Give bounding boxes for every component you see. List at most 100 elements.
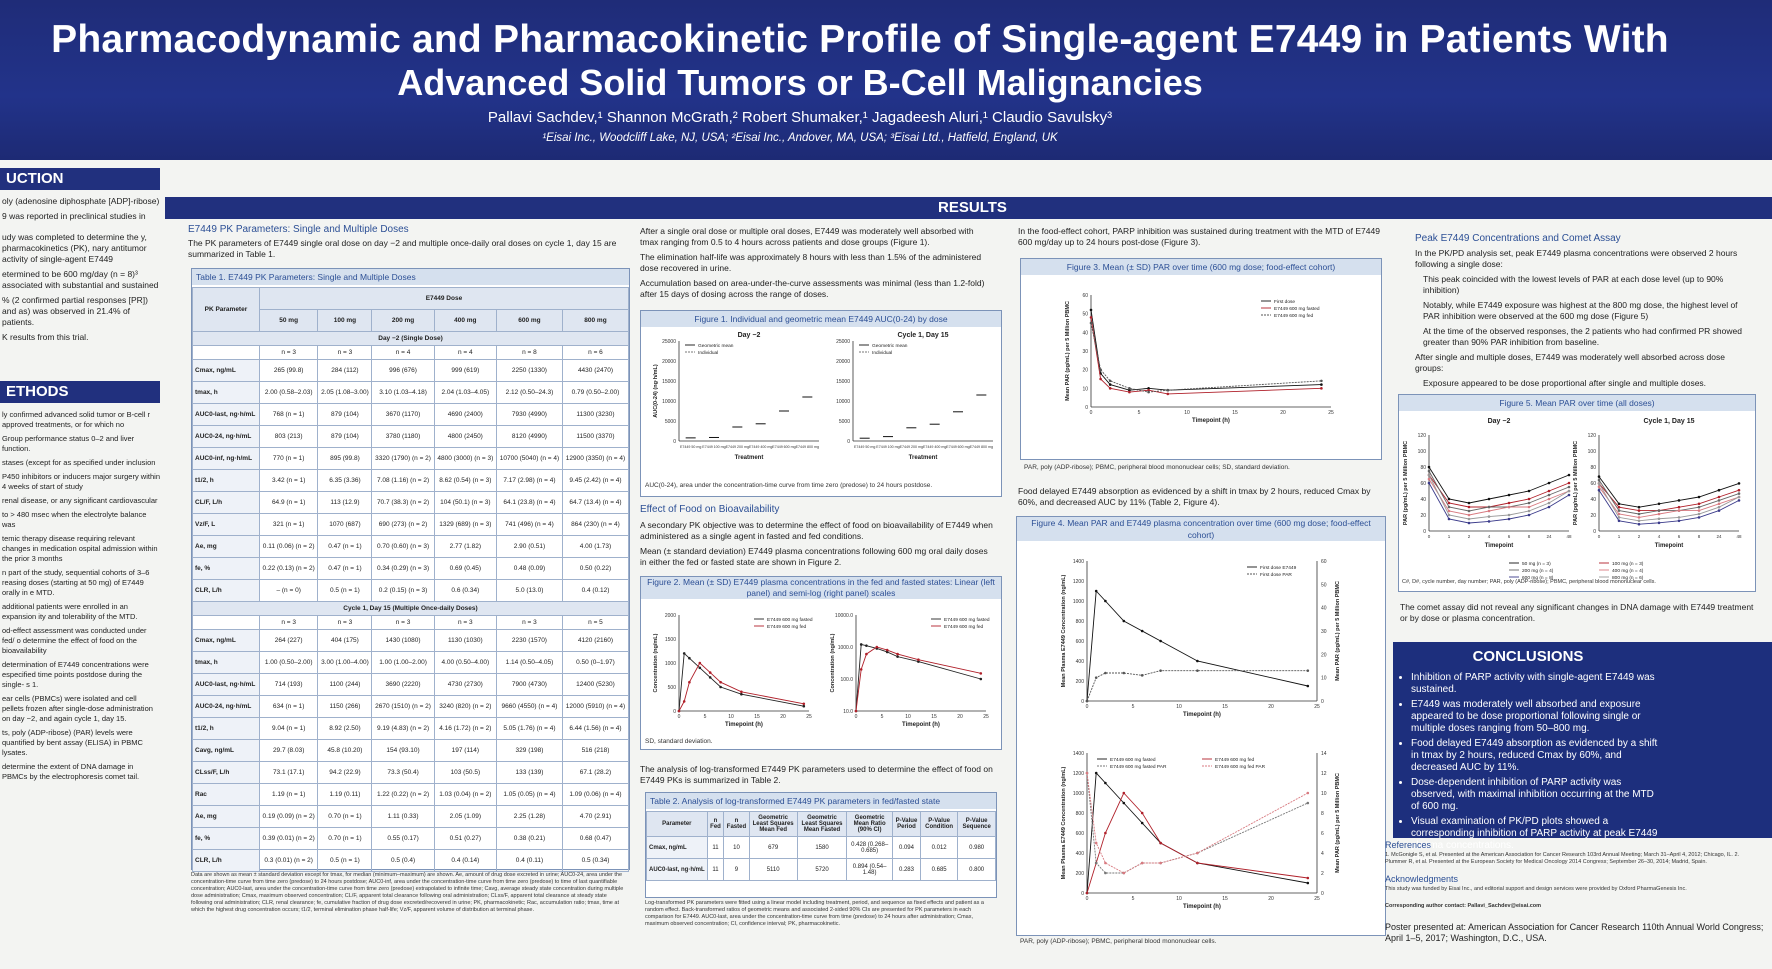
table-row: Cavg, ng/mL 29.7 (8.03) 45.8 (10.20) 154 (9… [192, 739, 630, 762]
figure-1-y-tick-label: 25000 [836, 339, 850, 345]
table-cell: 0.70 (0.60) (n = 3) [371, 535, 435, 558]
bullet: The elimination half-life was approximat… [640, 252, 982, 273]
figure-1-category-label: E7449 800 mg [970, 445, 993, 449]
figure-2-log-data-point [917, 660, 920, 663]
table-cell: n = 3 [258, 345, 319, 360]
bullet: A secondary PK objective was to determin… [640, 520, 993, 541]
figure-4-bottom-x-tick-label: 20 [1268, 896, 1274, 902]
figure-4-top-data-point [1122, 619, 1126, 623]
figure-4-bottom-y-tick-label: 1000 [1073, 791, 1084, 797]
bullet: The analysis of log-transformed E7449 PK… [640, 764, 993, 785]
table-param-cell: Rac [192, 783, 260, 806]
author-list: Pallavi Sachdev,¹ Shannon McGrath,² Robe… [487, 109, 1113, 126]
figure-2-box: Figure 2. Mean (± SD) E7449 plasma conce… [640, 576, 1002, 750]
figure-5-y-tick-label: 100 [1588, 449, 1597, 455]
figure-1-y-tick-label: 25000 [662, 339, 676, 345]
table-2: Parameter n Fed n Fasted Geometric Least Sq… [646, 811, 996, 881]
figure-4-box: Figure 4. Mean PAR and E7449 plasma conc… [1016, 516, 1386, 936]
table-2-header-cell: P-Value Condition [919, 811, 959, 837]
figure-2-data-point [677, 709, 681, 713]
table-2-row: Cmax, ng/mL 11 10 679 1580 0.428 (0.268–0.685… [646, 836, 996, 859]
figure-5-data-point [1657, 502, 1661, 506]
table-band-label: Cycle 1, Day 15 (Multiple Once-daily Dos… [192, 601, 629, 616]
figure-3-series-line [1090, 317, 1322, 395]
table-cell: 3.42 (n = 1) [258, 469, 319, 492]
table-cell: 329 (198) [495, 739, 563, 762]
figure-5-data-point [1617, 519, 1621, 523]
figure-4-bottom-x-tick-label: 25 [1314, 896, 1320, 902]
table-cell: n = 3 [495, 615, 563, 630]
table-cell: 64.9 (n = 1) [258, 491, 319, 514]
figure-3-series-line [1090, 309, 1322, 391]
table-cell: 1.00 (0.50–2.00) [258, 651, 319, 674]
figure-2-log-x-tick-label: 5 [881, 714, 884, 720]
table-cell: 4730 (2730) [433, 673, 497, 696]
figure-3-data-point [1166, 388, 1170, 392]
figure-3-data-point [1128, 387, 1131, 390]
figure-5-data-point [1527, 497, 1531, 501]
methods-line: P450 inhibitors or inducers major surger… [2, 472, 160, 491]
table-row: fe, % 0.22 (0.13) (n = 2) 0.47 (n = 1) 0.34… [192, 557, 630, 580]
figure-5-series-line [1428, 482, 1570, 524]
figure-4-bottom-data-point [1104, 861, 1107, 865]
figure-5-x-tick-label: 1 [1618, 534, 1621, 539]
figure-4-bottom-right-tick-label: 12 [1321, 771, 1327, 777]
figure-5-data-point [1487, 509, 1491, 513]
figure-4-top-data-point [1104, 671, 1107, 675]
table-2-header-cell: n Fasted [723, 811, 750, 837]
figure-2-x-tick-label: 10 [728, 714, 734, 720]
figure-2-x-tick-label: 15 [754, 714, 760, 720]
table-cell: 1430 (1080) [371, 629, 435, 652]
table-2-cell: 0.685 [919, 858, 959, 881]
table-cell: 1150 (266) [317, 695, 373, 718]
table-cell: 12900 (3350) (n = 4) [561, 447, 630, 470]
table-cell: 9.19 (4.83) (n = 2) [371, 717, 435, 740]
figure-5-data-point [1737, 499, 1741, 502]
figure-5-data-point [1567, 481, 1571, 485]
figure-4-bottom-legend-entry: E7449 600 mg fed PAR [1215, 764, 1266, 770]
table-cell: 133 (139) [495, 761, 563, 784]
figure-5-x-tick-label: 24 [1716, 534, 1722, 539]
figure-4-bottom-legend-entry: E7449 600 mg fed [1215, 757, 1255, 763]
figure-1-y-tick-label: 10000 [662, 399, 676, 405]
figure-5-data-point [1427, 469, 1431, 473]
table-cell: n = 3 [258, 615, 319, 630]
figure-5-box: Figure 5. Mean PAR over time (all doses)… [1398, 394, 1756, 592]
table-band-label: Day −2 (Single Dose) [192, 331, 629, 346]
figure-3-x-axis-label: Timepoint (h) [1192, 418, 1230, 424]
table-param-cell: CLR, L/h [192, 849, 260, 872]
table-row: CLR, L/h – (n = 0) 0.5 (n = 1) 0.2 (0.15) (… [192, 579, 630, 602]
figure-5-y-tick-label: 80 [1590, 465, 1596, 471]
col4-bullet-top: In the food-effect cohort, PARP inhibiti… [1018, 226, 1388, 252]
table-cell: 879 (104) [317, 425, 373, 448]
figure-3-x-tick-label: 15 [1232, 410, 1238, 416]
figure-5-data-point [1617, 509, 1621, 512]
figure-1-y-tick-label: 15000 [836, 379, 850, 385]
table-cell: 64.1 (23.8) (n = 4) [495, 491, 563, 514]
figure-5-data-point [1467, 501, 1471, 505]
figure-5-panel-title: Day −2 [1488, 418, 1511, 425]
conclusions-list: Inhibition of PARP activity with single-… [1401, 672, 1661, 870]
figure-4-top-y-tick-label: 800 [1076, 619, 1085, 625]
figure-1-y-tick-label: 15000 [662, 379, 676, 385]
figure-5-data-point [1547, 505, 1551, 509]
figure-5-series-line [1598, 489, 1740, 525]
figure-5-data-point [1427, 465, 1431, 469]
table-cell: 10700 (5040) (n = 4) [495, 447, 563, 470]
table-cell: 999 (619) [433, 359, 497, 382]
table-cell: 741 (496) (n = 4) [495, 513, 563, 536]
figure-3-data-point [1147, 387, 1150, 390]
figure-5-data-point [1617, 516, 1621, 519]
figure-2-log-series-line [855, 646, 981, 712]
figure-3-y-tick-label: 60 [1082, 293, 1088, 299]
figure-5-data-point [1547, 489, 1551, 493]
figure-2-data-point [708, 671, 712, 674]
table-cell: 0.5 (0.4) [371, 849, 435, 872]
figure-5-y-tick-label: 60 [1590, 481, 1596, 487]
references-text: 1. McGonigle S, et al. Presented at the … [1385, 852, 1740, 865]
figure-5-y-tick-label: 0 [1593, 529, 1596, 535]
figure-2-data-point [708, 676, 712, 679]
table-cell: 634 (n = 1) [258, 695, 319, 718]
figure-3-y-tick-label: 50 [1082, 312, 1088, 318]
figure-4-bottom-x-tick-label: 5 [1132, 896, 1135, 902]
